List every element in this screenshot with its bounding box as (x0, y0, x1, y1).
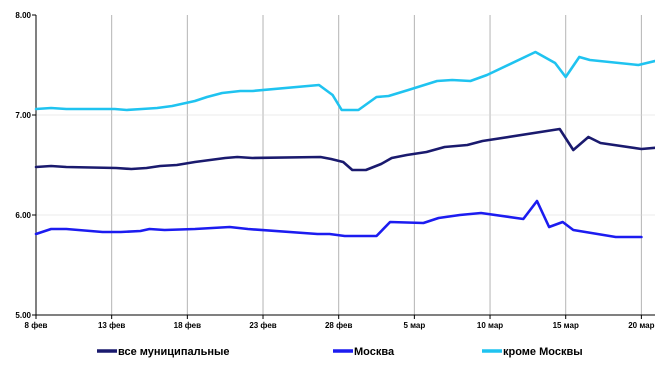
legend-label: Москва (354, 346, 395, 358)
legend: все муниципальные Москва кроме Москвы (97, 346, 583, 358)
series (34, 50, 655, 239)
series-line-3 (34, 50, 655, 112)
axes: 5.00 6.00 7.00 8.00 8 фев 13 фев 18 фев 23 фев 2… (15, 11, 655, 330)
y-tick-label: 8.00 (15, 11, 31, 20)
x-tick-label: 13 фев (98, 321, 125, 330)
legend-label: кроме Москвы (503, 346, 583, 358)
x-tick-label: 20 мар (628, 321, 654, 330)
y-tick-label: 6.00 (15, 211, 31, 220)
x-tick-label: 28 фев (325, 321, 352, 330)
x-tick-label: 15 мар (553, 321, 579, 330)
legend-label: все муниципальные (118, 346, 230, 358)
x-tick-label: 23 фев (249, 321, 276, 330)
x-tick-label: 10 мар (477, 321, 503, 330)
y-tick-label: 5.00 (15, 311, 31, 320)
y-tick-label: 7.00 (15, 111, 31, 120)
x-tick-label: 8 фев (25, 321, 48, 330)
x-tick-label: 5 мар (403, 321, 425, 330)
series-line-1 (34, 127, 655, 172)
x-tick-label: 18 фев (174, 321, 201, 330)
series-line-2 (34, 199, 643, 239)
